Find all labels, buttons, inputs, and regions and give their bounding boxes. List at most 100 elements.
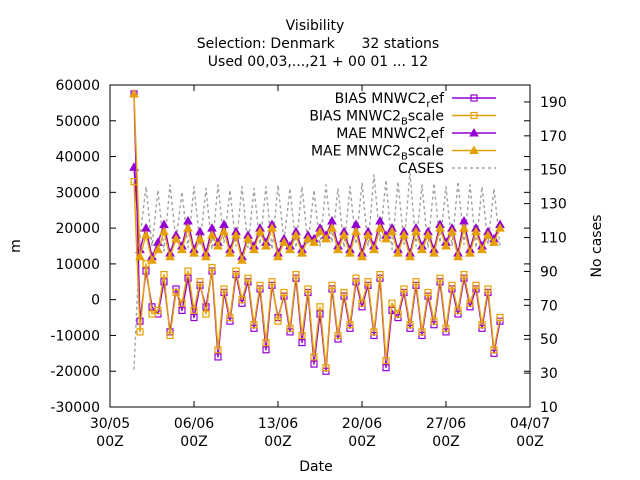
data-point-mae_bscale [495, 223, 505, 232]
x-tick-label-time: 00Z [432, 434, 459, 450]
legend-label-subscript: B [401, 117, 408, 128]
x-axis-label: Date [299, 459, 332, 475]
data-point-bias_bscale [466, 299, 474, 307]
legend-label: MAE MNWC2Bscale [311, 144, 444, 163]
series-bias_bscale [130, 178, 504, 372]
data-point-mae_bscale [489, 237, 499, 246]
data-point-bias_ref [178, 306, 186, 314]
data-point-bias_bscale [136, 328, 144, 336]
data-point-bias_bscale [196, 278, 204, 286]
data-point-mae_ref [207, 223, 217, 232]
data-point-bias_bscale [184, 267, 192, 275]
data-point-bias_bscale [490, 346, 498, 354]
data-point-mae_bscale [201, 251, 211, 261]
data-point-bias_bscale [256, 281, 264, 289]
legend-swatch-marker [470, 94, 478, 102]
data-point-mae_bscale [453, 251, 463, 261]
data-point-bias_bscale [406, 321, 414, 329]
y2-tick-label: 50 [540, 332, 558, 348]
data-point-mae_bscale [327, 223, 337, 232]
data-point-mae_bscale [375, 223, 385, 232]
data-point-bias_bscale [310, 353, 318, 361]
x-tick-label: 13/06 [258, 416, 298, 432]
x-tick-label: 20/06 [342, 416, 382, 432]
series-mae_bscale [129, 88, 505, 264]
data-point-mae_bscale [183, 223, 193, 232]
y2-tick-label: 10 [540, 400, 558, 416]
data-point-mae_ref [195, 226, 205, 236]
data-point-mae_bscale [231, 230, 241, 239]
legend-item-mae_ref: MAE MNWC2ref [336, 126, 496, 145]
data-point-mae_bscale [165, 251, 175, 261]
data-point-bias_bscale [376, 271, 384, 279]
data-point-bias_bscale [142, 260, 150, 268]
data-point-bias_bscale [220, 285, 228, 293]
data-point-bias_bscale [286, 324, 294, 332]
legend-label-base: MAE MNWC2 [311, 144, 401, 160]
data-point-mae_bscale [423, 230, 433, 239]
y2-tick-label: 70 [540, 298, 558, 314]
data-point-bias_bscale [280, 288, 288, 297]
data-point-mae_bscale [387, 226, 397, 236]
data-point-mae_ref [141, 223, 151, 232]
data-point-mae_bscale [255, 226, 265, 236]
data-point-bias_bscale [382, 356, 390, 365]
data-point-bias_bscale [190, 306, 198, 314]
data-point-mae_bscale [171, 233, 181, 243]
x-tick-label-time: 00Z [180, 434, 207, 450]
legend-swatch-marker [469, 145, 479, 154]
data-point-mae_bscale [465, 248, 475, 257]
data-point-mae_bscale [411, 226, 421, 236]
data-point-bias_bscale [316, 303, 324, 311]
data-point-mae_bscale [189, 248, 199, 257]
y2-axis-label: No cases [589, 215, 605, 278]
title-line-2: Selection: Denmark 32 stations [197, 36, 439, 52]
data-point-bias_bscale [478, 321, 486, 329]
x-tick-label: 27/06 [426, 416, 466, 432]
x-tick-label: 30/05 [90, 416, 130, 432]
x-tick-label-time: 00Z [348, 434, 375, 450]
data-point-mae_bscale [159, 226, 169, 236]
legend-item-cases: CASES [398, 161, 496, 177]
legend-label-tail: scale [408, 144, 444, 160]
data-point-mae_bscale [339, 230, 349, 239]
legend-label: BIAS MNWC2ref [335, 91, 445, 110]
data-point-bias_bscale [460, 271, 468, 279]
data-point-mae_bscale [291, 230, 301, 239]
data-point-bias_bscale [274, 317, 282, 325]
y-tick-label: -10000 [50, 328, 100, 344]
data-point-mae_bscale [213, 240, 223, 250]
x-tick-label-time: 00Z [516, 434, 543, 450]
data-point-mae_bscale [417, 244, 427, 254]
title-line-3: Used 00,03,...,21 + 00 01 ... 12 [208, 54, 428, 70]
data-point-mae_bscale [345, 248, 355, 257]
legend-label-tail: scale [408, 109, 444, 125]
data-point-bias_bscale [208, 263, 216, 272]
data-point-bias_bscale [436, 274, 444, 282]
x-axis: 30/05 00Z 06/06 00Z 13/06 00Z 20/06 00Z 27/06 00Z… [90, 85, 550, 450]
data-point-mae_bscale [321, 233, 331, 243]
data-point-bias_ref [298, 339, 306, 347]
data-point-bias_ref [190, 313, 198, 322]
data-point-mae_bscale [447, 226, 457, 236]
plot-frame [109, 84, 531, 408]
data-point-bias_bscale [394, 310, 402, 318]
y2-tick-label: 130 [540, 197, 567, 213]
data-point-mae_bscale [195, 233, 205, 243]
data-point-bias_bscale [496, 313, 504, 322]
data-point-mae_bscale [129, 88, 139, 98]
data-point-mae_bscale [261, 240, 271, 250]
data-point-bias_bscale [484, 285, 492, 293]
legend-label-tail: ef [430, 91, 445, 107]
y-tick-label: 40000 [55, 150, 100, 166]
y2-tick-label: 170 [540, 129, 567, 145]
data-point-bias_ref [382, 364, 390, 372]
data-point-mae_bscale [363, 230, 373, 239]
data-point-bias_bscale [244, 274, 252, 282]
data-point-mae_bscale [153, 244, 163, 254]
data-point-mae_bscale [303, 233, 313, 243]
x-tick-label: 06/06 [174, 416, 214, 432]
data-point-bias_bscale [412, 278, 420, 286]
data-point-bias_bscale [340, 288, 348, 297]
